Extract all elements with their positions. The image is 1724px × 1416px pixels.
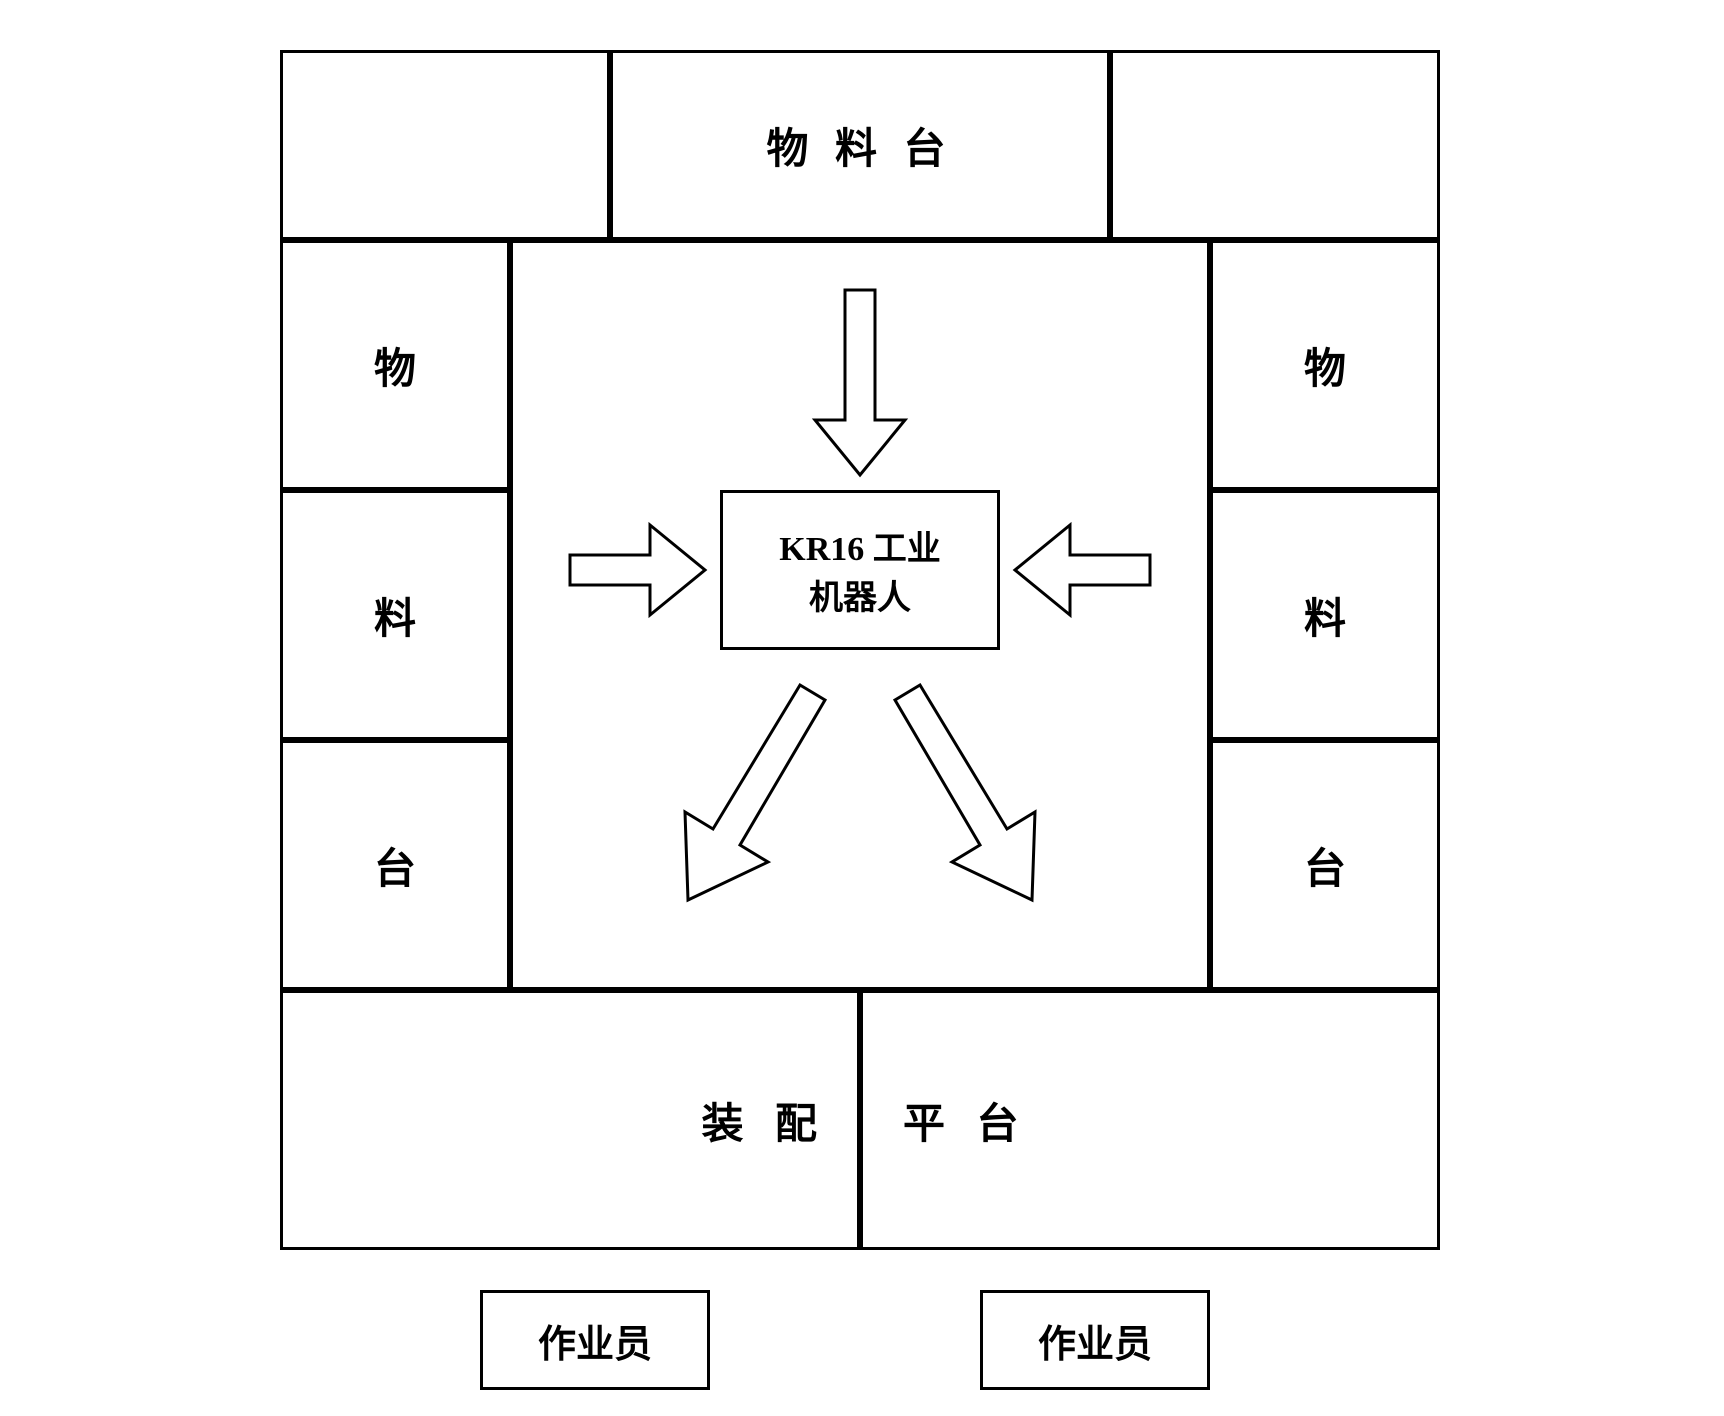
right-box-3: 台: [1210, 740, 1440, 990]
right-char-3: 台: [1304, 835, 1346, 896]
robot-label-1: KR16 工业: [779, 521, 941, 570]
layout-diagram: 物 料 台 物 料 台 物 料 台 KR16 工业 机器人: [280, 50, 1440, 1250]
bottom-right-box: 平 台: [860, 990, 1440, 1250]
robot-label-2: 机器人: [809, 570, 911, 619]
right-char-2: 料: [1304, 585, 1346, 646]
top-center-box: 物 料 台: [610, 50, 1110, 240]
operator-left-label: 作业员: [538, 1313, 652, 1368]
right-box-1: 物: [1210, 240, 1440, 490]
operator-right-box: 作业员: [980, 1290, 1210, 1390]
left-char-2: 料: [374, 585, 416, 646]
top-right-box: [1110, 50, 1440, 240]
bottom-right-label: 平 台: [903, 1090, 1019, 1151]
right-char-1: 物: [1304, 335, 1346, 396]
left-box-2: 料: [280, 490, 510, 740]
left-box-3: 台: [280, 740, 510, 990]
bottom-left-label: 装 配: [701, 1090, 817, 1151]
bottom-left-box: 装 配: [280, 990, 860, 1250]
robot-box: KR16 工业 机器人: [720, 490, 1000, 650]
operator-right-label: 作业员: [1038, 1313, 1152, 1368]
left-box-1: 物: [280, 240, 510, 490]
left-char-3: 台: [374, 835, 416, 896]
top-center-label: 物 料 台: [766, 115, 953, 176]
left-char-1: 物: [374, 335, 416, 396]
operator-left-box: 作业员: [480, 1290, 710, 1390]
top-left-box: [280, 50, 610, 240]
right-box-2: 料: [1210, 490, 1440, 740]
